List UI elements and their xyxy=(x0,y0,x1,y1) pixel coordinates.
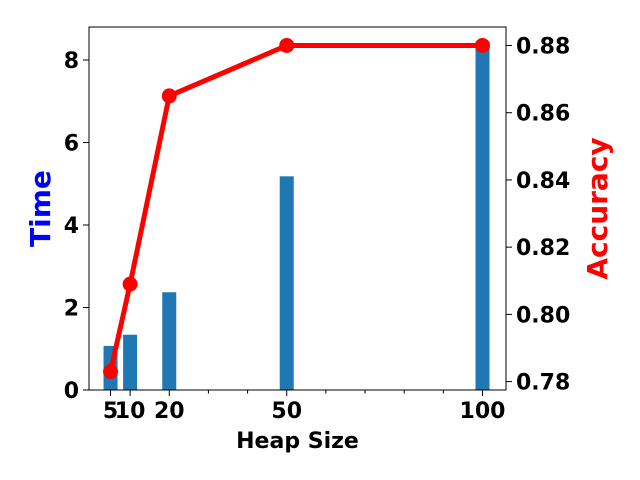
x-tick-label: 10 xyxy=(115,399,146,424)
accuracy-point xyxy=(103,364,119,380)
accuracy-point xyxy=(161,88,177,104)
right-y-tick-label: 0.82 xyxy=(516,236,570,261)
left-y-axis-label: Time xyxy=(24,170,57,247)
left-y-tick-label: 0 xyxy=(64,379,79,404)
right-y-tick-label: 0.86 xyxy=(516,102,570,127)
left-y-tick-label: 6 xyxy=(64,132,79,157)
right-y-tick-label: 0.78 xyxy=(516,371,570,396)
accuracy-point xyxy=(475,37,491,53)
right-y-tick-label: 0.88 xyxy=(516,34,570,59)
bar xyxy=(123,334,138,390)
right-y-axis-label: Accuracy xyxy=(581,137,614,279)
x-tick-label: 5 xyxy=(103,399,118,424)
x-tick-label: 100 xyxy=(460,399,506,424)
accuracy-point xyxy=(122,276,138,292)
left-y-tick-label: 4 xyxy=(64,214,79,239)
plot-frame xyxy=(88,26,507,391)
accuracy-point xyxy=(279,37,295,53)
left-y-tick-label: 8 xyxy=(64,49,79,74)
right-y-axis: 0.78 0.80 0.82 0.84 0.86 0.88 xyxy=(506,34,570,396)
x-axis-label: Heap Size xyxy=(236,429,359,454)
bar xyxy=(279,176,294,390)
x-axis: 510 20 50 100 xyxy=(103,390,506,424)
x-tick-label: 20 xyxy=(154,399,185,424)
left-y-tick-label: 2 xyxy=(64,297,79,322)
right-y-tick-label: 0.84 xyxy=(516,169,570,194)
bar xyxy=(162,292,177,390)
accuracy-line-series xyxy=(103,37,491,380)
x-tick-label: 50 xyxy=(271,399,302,424)
bar xyxy=(475,41,490,390)
bar-series xyxy=(103,41,490,390)
right-y-tick-label: 0.80 xyxy=(516,303,570,328)
left-y-axis: 0 2 4 6 8 xyxy=(64,49,89,404)
